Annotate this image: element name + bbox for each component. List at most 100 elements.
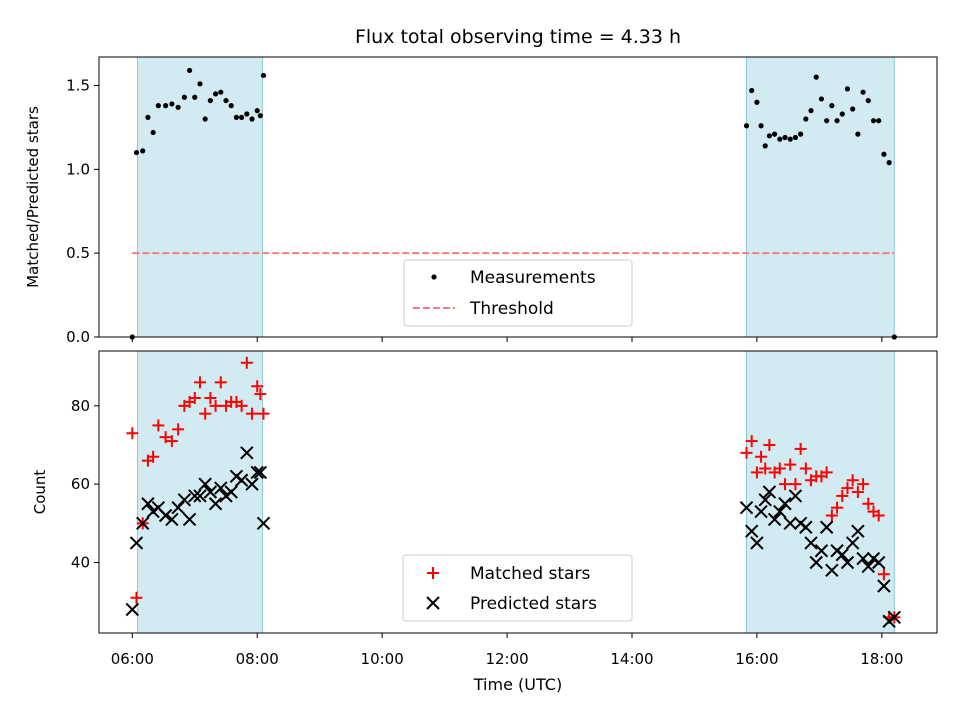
measurements-point-46 bbox=[839, 111, 845, 117]
measurements-point-23 bbox=[249, 116, 255, 122]
measurements-point-14 bbox=[202, 116, 208, 122]
predicted-stars-point-8 bbox=[165, 512, 179, 527]
matched-stars-point-38 bbox=[794, 442, 807, 455]
predicted-stars-point-15 bbox=[203, 485, 218, 499]
measurements-point-36 bbox=[787, 136, 793, 142]
panel-top: 0.0 0.5 1.0 1.5 Matched/Predicted stars Mea… bbox=[24, 56, 938, 346]
measurements-point-11 bbox=[186, 67, 193, 74]
shaded-span-top-1 bbox=[137, 56, 263, 338]
legend-predicted-marker bbox=[426, 596, 440, 610]
matched-stars-point-17 bbox=[214, 376, 227, 389]
predicted-stars-point-1 bbox=[125, 602, 140, 617]
predicted-stars-point-23 bbox=[245, 477, 259, 491]
measurements-point-3 bbox=[140, 148, 146, 154]
legend-threshold-label: Threshold bbox=[469, 299, 554, 319]
x-tick-label-5: 14:00 bbox=[610, 650, 653, 668]
predicted-stars-point-12 bbox=[188, 489, 202, 503]
measurements-point-9 bbox=[175, 104, 181, 110]
measurements-point-54 bbox=[881, 151, 887, 157]
predicted-stars-point-30 bbox=[754, 504, 768, 519]
legend-matched-label: Matched stars bbox=[470, 564, 590, 584]
predicted-stars-point-17 bbox=[214, 481, 228, 495]
measurements-point-43 bbox=[824, 118, 830, 124]
matched-stars-point-23 bbox=[246, 407, 259, 420]
matched-stars-point-29 bbox=[750, 466, 763, 479]
predicted-stars-point-16 bbox=[208, 497, 223, 511]
matched-stars-point-53 bbox=[872, 509, 885, 522]
y-axis-label-top: Matched/Predicted stars bbox=[24, 106, 42, 288]
predicted-stars-point-41 bbox=[809, 555, 823, 570]
measurements-point-15 bbox=[207, 97, 213, 104]
x-axis-label: Time (UTC) bbox=[473, 675, 562, 694]
predicted-stars-point-33 bbox=[767, 512, 782, 527]
measurements-point-18 bbox=[223, 97, 229, 104]
measurements-point-49 bbox=[855, 131, 861, 137]
matched-stars-point-37 bbox=[789, 478, 802, 491]
matched-stars-point-44 bbox=[825, 509, 838, 522]
matched-stars-point-21 bbox=[235, 399, 248, 412]
y-tick-label-bottom-3: 80 bbox=[71, 397, 90, 415]
predicted-stars-point-43 bbox=[819, 520, 834, 534]
measurements-point-26 bbox=[260, 72, 267, 79]
measurements-point-48 bbox=[850, 106, 856, 112]
measurements-point-7 bbox=[163, 103, 169, 109]
measurements-point-47 bbox=[844, 86, 851, 92]
predicted-stars-point-42 bbox=[814, 544, 829, 558]
predicted-stars-point-28 bbox=[744, 524, 759, 538]
x-tick-label-4: 12:00 bbox=[485, 650, 528, 668]
y-tick-label-top-3: 1.0 bbox=[66, 160, 90, 178]
measurements-point-39 bbox=[803, 116, 809, 122]
predicted-stars-point-35 bbox=[778, 497, 792, 511]
y-tick-label-top-1: 0.0 bbox=[66, 328, 90, 346]
predicted-stars-point-14 bbox=[198, 477, 212, 491]
matched-stars-point-49 bbox=[851, 486, 864, 498]
axes-frame-bottom bbox=[98, 350, 938, 634]
predicted-stars-point-19 bbox=[224, 485, 238, 499]
measurements-point-27 bbox=[743, 123, 750, 129]
measurements-point-35 bbox=[782, 134, 788, 141]
measurements-point-24 bbox=[254, 108, 260, 114]
legend-bottom: Matched stars Predicted stars bbox=[402, 554, 633, 622]
predicted-stars-point-3 bbox=[136, 516, 150, 531]
matched-stars-point-8 bbox=[165, 435, 178, 448]
predicted-stars-point-48 bbox=[845, 536, 860, 550]
measurements-point-17 bbox=[218, 89, 224, 95]
legend-top: Measurements Threshold bbox=[403, 259, 633, 327]
matched-stars-point-1 bbox=[126, 427, 139, 440]
predicted-stars-point-37 bbox=[788, 489, 803, 503]
measurements-point-45 bbox=[834, 118, 840, 124]
matched-stars-point-22 bbox=[240, 356, 253, 369]
legend-bottom-box bbox=[402, 554, 633, 622]
predicted-stars-point-50 bbox=[856, 551, 870, 566]
matched-stars-point-30 bbox=[755, 450, 768, 463]
measurements-point-32 bbox=[766, 133, 773, 139]
measurements-point-53 bbox=[876, 118, 882, 124]
matched-stars-point-26 bbox=[257, 407, 270, 420]
chart-title: Flux total observing time = 4.33 h bbox=[355, 26, 681, 48]
matched-stars-point-9 bbox=[172, 423, 185, 436]
measurements-point-38 bbox=[798, 131, 804, 137]
matched-stars-point-45 bbox=[831, 501, 844, 514]
measurements-point-19 bbox=[228, 103, 234, 109]
y-tick-label-bottom-1: 40 bbox=[71, 554, 90, 572]
predicted-stars-point-56 bbox=[887, 610, 902, 625]
predicted-stars-point-7 bbox=[158, 508, 173, 523]
shaded-span-bottom-2 bbox=[745, 350, 895, 634]
matched-stars-point-34 bbox=[773, 462, 786, 475]
matched-stars-point-24 bbox=[251, 380, 264, 393]
predicted-stars-point-29 bbox=[750, 536, 764, 550]
predicted-stars-point-44 bbox=[825, 563, 839, 578]
measurements-point-51 bbox=[865, 97, 871, 104]
predicted-stars-point-13 bbox=[193, 489, 207, 503]
matched-stars-point-2 bbox=[130, 591, 143, 604]
predicted-stars-point-26 bbox=[256, 516, 271, 531]
y-tick-label-bottom-2: 60 bbox=[71, 475, 90, 493]
y-axis-label-bottom: Count bbox=[31, 470, 49, 515]
measurements-point-37 bbox=[792, 134, 799, 141]
predicted-stars-point-54 bbox=[877, 579, 891, 593]
predicted-stars-point-2 bbox=[129, 536, 144, 550]
measurements-point-55 bbox=[886, 160, 892, 166]
measurements-point-22 bbox=[244, 111, 250, 117]
matched-stars-point-5 bbox=[147, 450, 160, 463]
